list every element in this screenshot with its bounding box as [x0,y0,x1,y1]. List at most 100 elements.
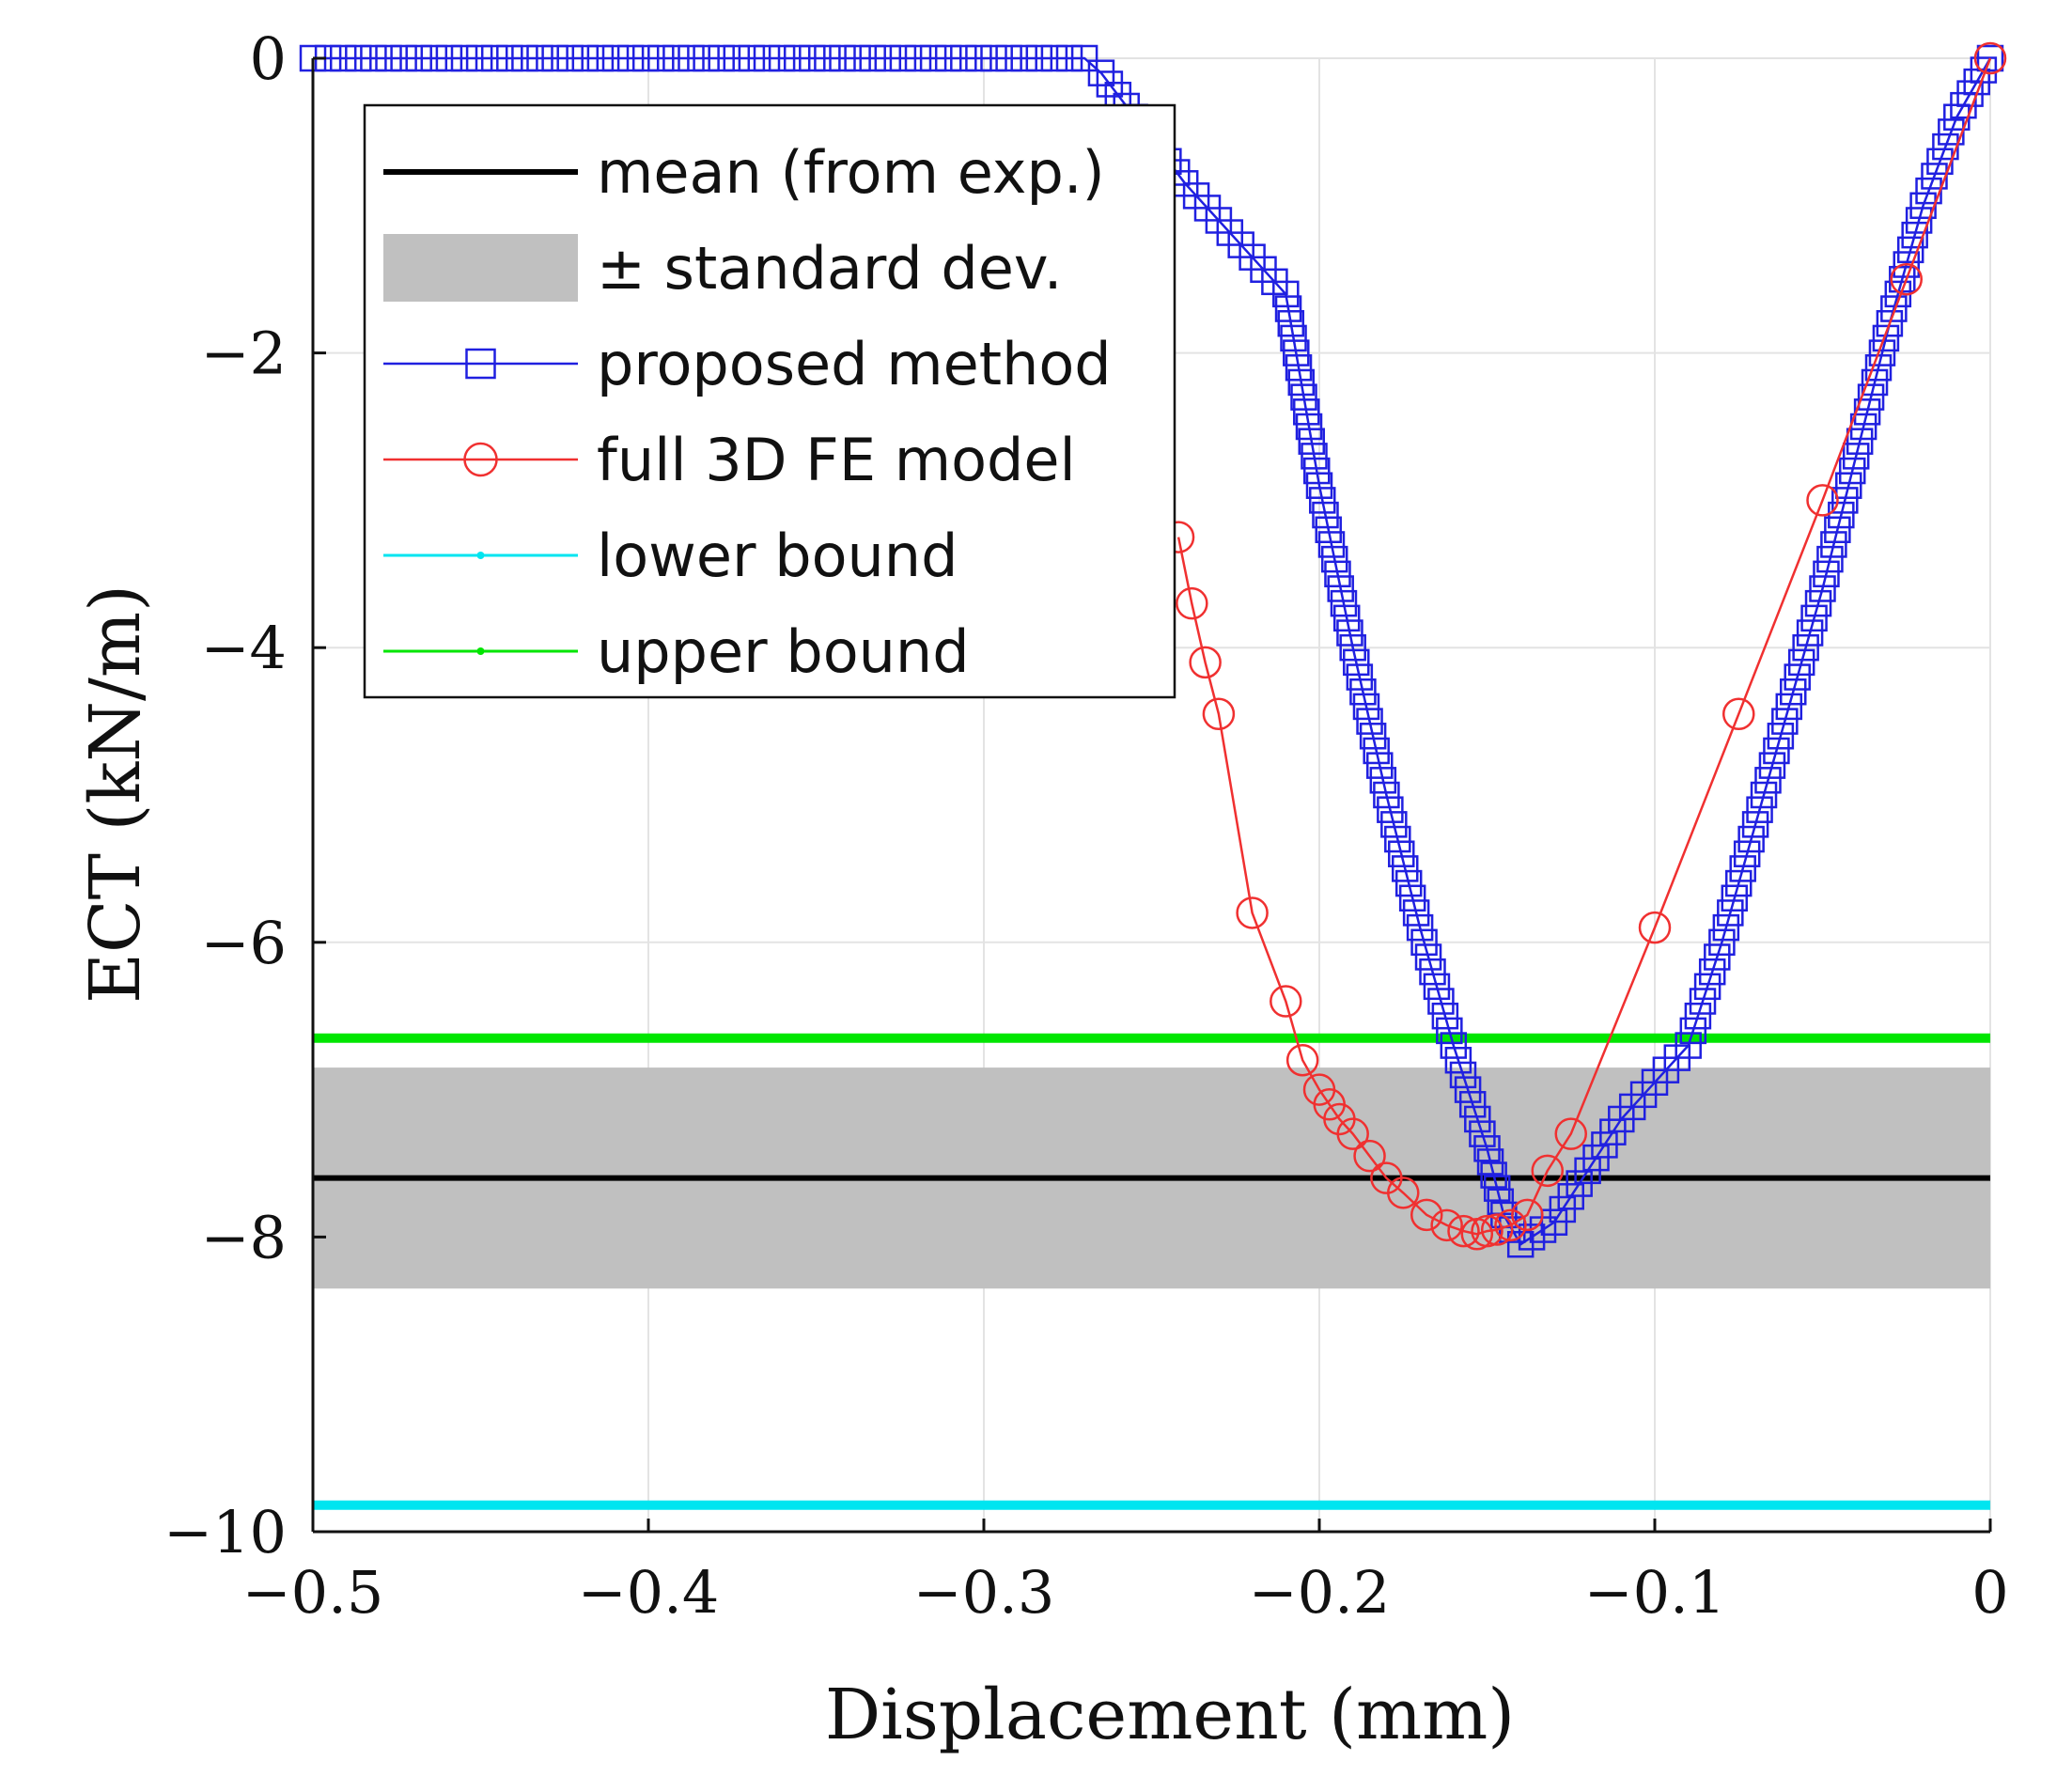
marker-circle-21 [1511,1198,1544,1232]
marker-square-121 [1436,1017,1463,1045]
marker-square-17 [556,44,584,72]
marker-square-114 [1406,913,1434,942]
legend-swatch-std [383,234,578,302]
x-tick-label-4: −0.1 [1584,1558,1726,1627]
y-tick-label-3: −6 [201,909,287,977]
y-tick-label-4: −8 [201,1203,287,1271]
marker-square-80 [1295,413,1323,441]
marker-square-165 [1729,855,1756,882]
marker-square-20 [601,44,630,72]
marker-square-83 [1303,457,1331,485]
marker-square-99 [1352,693,1380,721]
x-axis-title: Displacement (mm) [825,1675,1515,1755]
marker-square-46 [995,44,1022,72]
marker-square-21 [616,44,645,72]
marker-circle-22 [1531,1154,1565,1188]
legend-marker-upper [476,647,485,655]
marker-square-166 [1733,840,1761,867]
marker-square-179 [1787,648,1815,677]
y-tick-label-2: −4 [201,614,287,682]
marker-square-42 [934,44,962,72]
marker-square-154 [1679,1017,1707,1045]
series-fe [1161,41,2007,1251]
marker-square-96 [1343,648,1370,677]
marker-square-22 [631,44,660,72]
marker-square-174 [1767,723,1795,750]
marker-square-47 [1010,44,1037,72]
marker-square-197 [1857,383,1885,411]
legend-item-upper: upper bound [383,617,970,686]
marker-square-168 [1741,811,1769,838]
marker-square-113 [1402,899,1430,927]
marker-square-34 [814,44,841,72]
marker-square-6 [390,44,417,72]
marker-square-116 [1414,943,1442,971]
marker-square-50 [1055,44,1083,72]
marker-square-48 [1025,44,1053,72]
legend-label-std: ± standard dev. [597,234,1062,303]
marker-circle-11 [1353,1139,1386,1173]
marker-square-45 [980,44,1007,72]
marker-square-169 [1746,796,1773,823]
marker-square-49 [1040,44,1068,72]
marker-square-111 [1394,869,1423,897]
marker-square-71 [1272,280,1300,308]
marker-square-209 [1905,207,1933,234]
marker-square-73 [1277,309,1305,337]
marker-square-103 [1366,752,1394,779]
marker-square-184 [1809,575,1836,602]
marker-square-176 [1775,693,1803,721]
marker-square-201 [1872,324,1900,352]
marker-square-128 [1469,1120,1496,1147]
marker-square-164 [1725,869,1753,897]
legend-label-mean: mean (from exp.) [597,138,1105,207]
marker-circle-24 [1638,911,1672,944]
marker-square-30 [753,44,781,72]
series-line-fe [1176,57,1992,1236]
marker-circle-13 [1387,1176,1420,1209]
marker-square-81 [1298,428,1326,455]
marker-square-177 [1780,678,1807,706]
marker-square-82 [1301,443,1328,470]
marker-square-126 [1458,1091,1487,1118]
marker-square-180 [1792,633,1819,662]
marker-circle-10 [1336,1117,1369,1150]
marker-square-173 [1763,737,1790,765]
legend-item-std: ± standard dev. [383,234,1062,303]
marker-square-161 [1712,913,1740,942]
x-tick-label-1: −0.4 [578,1558,720,1627]
legend-marker-lower [476,552,485,559]
marker-square-8 [420,44,448,72]
y-tick-label-0: 0 [250,24,287,93]
marker-square-124 [1449,1061,1477,1089]
marker-square-78 [1290,383,1317,411]
marker-square-110 [1391,855,1419,882]
marker-square-194 [1846,428,1874,455]
marker-square-93 [1332,604,1361,632]
marker-square-156 [1689,988,1717,1015]
marker-square-175 [1771,708,1799,735]
marker-square-23 [647,44,675,72]
legend-label-lower: lower bound [597,522,958,590]
reference-lines [313,1033,1990,1510]
marker-circle-27 [1890,262,1923,296]
marker-square-159 [1704,943,1731,971]
marker-square-127 [1464,1105,1491,1133]
marker-square-163 [1721,884,1749,912]
legend-item-mean: mean (from exp.) [383,138,1105,207]
marker-square-172 [1758,752,1786,779]
y-tick-label-5: −10 [164,1498,287,1566]
marker-square-167 [1737,825,1765,853]
marker-square-119 [1427,988,1455,1015]
marker-circle-26 [1806,484,1839,517]
legend-item-fe: full 3D FE model [383,426,1076,494]
marker-square-171 [1754,767,1782,794]
marker-square-24 [662,44,690,72]
marker-circle-1 [1176,586,1208,620]
marker-square-39 [889,44,917,72]
marker-square-40 [904,44,932,72]
marker-square-162 [1717,899,1744,927]
marker-square-158 [1698,958,1726,986]
marker-square-16 [541,44,569,72]
marker-square-97 [1346,663,1374,691]
